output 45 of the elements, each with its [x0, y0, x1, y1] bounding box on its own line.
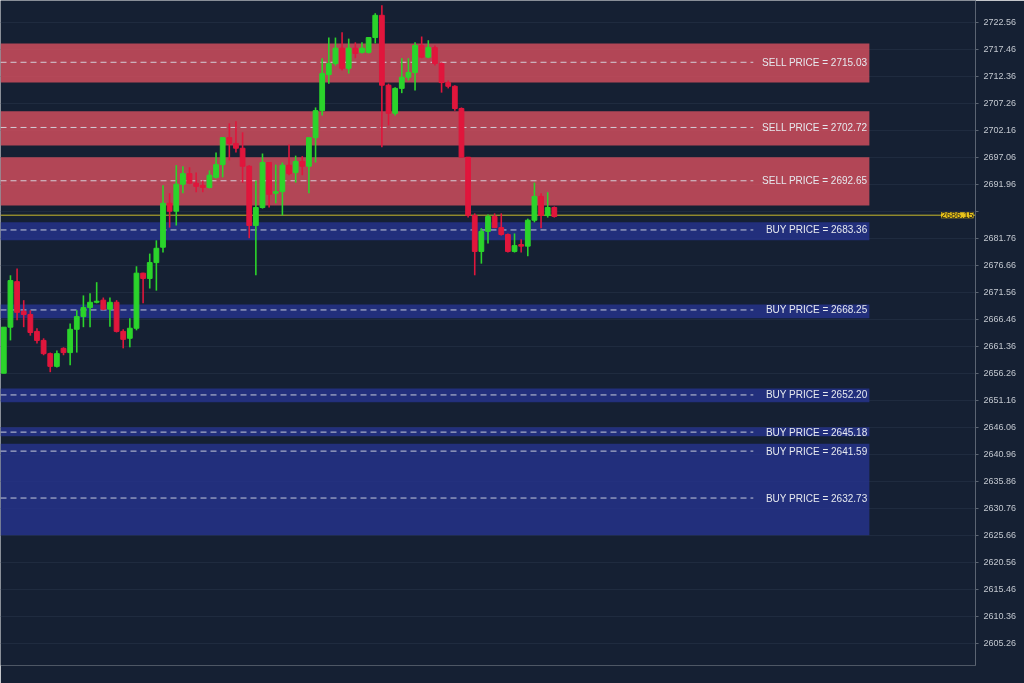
ref-line-label: BUY PRICE = 2641.59 — [765, 445, 868, 457]
y-tick-label: 2697.06 — [983, 152, 1017, 163]
y-tick-label: 2666.46 — [983, 314, 1017, 325]
y-tick-label: 2722.56 — [983, 17, 1017, 28]
candlestick — [518, 238, 525, 254]
candlestick — [299, 155, 306, 177]
candlestick — [345, 37, 352, 75]
y-tick-label: 2671.56 — [983, 287, 1017, 298]
y-tick-label: 2676.66 — [983, 260, 1017, 271]
y-tick-label: 2707.26 — [983, 98, 1017, 109]
candlestick — [544, 191, 551, 219]
y-tick-label: 2615.46 — [983, 584, 1017, 595]
y-tick-label: 2661.36 — [983, 341, 1017, 352]
y-tick-label: 2640.96 — [983, 449, 1017, 460]
y-tick-label: 2630.76 — [983, 503, 1017, 514]
candlestick — [166, 192, 173, 229]
candlestick — [538, 192, 544, 229]
candlestick — [286, 143, 292, 177]
y-tick-label: 2625.66 — [983, 530, 1017, 541]
y-tick-label: 2651.16 — [983, 395, 1017, 406]
ref-line-label: BUY PRICE = 2645.18 — [765, 426, 868, 438]
candlestick — [511, 232, 518, 254]
candlestick — [140, 271, 146, 305]
ref-line-label: 2686.15 — [940, 210, 974, 221]
ref-line-label: SELL PRICE = 2715.03 — [762, 56, 868, 68]
y-tick-label: 2712.36 — [983, 71, 1017, 82]
y-tick-label: 2620.56 — [983, 557, 1017, 568]
y-tick-label: 2702.16 — [983, 125, 1017, 136]
y-tick-label: 2656.26 — [983, 368, 1017, 379]
ref-line-label: SELL PRICE = 2702.72 — [762, 121, 868, 133]
ref-line-label: BUY PRICE = 2683.36 — [765, 224, 868, 236]
y-tick-label: 2691.96 — [983, 179, 1017, 190]
candlestick — [339, 31, 345, 72]
y-tick-label: 2717.46 — [983, 44, 1017, 55]
ref-line-label: BUY PRICE = 2652.20 — [765, 389, 868, 401]
candlestick — [292, 154, 299, 184]
candlestick — [107, 296, 113, 328]
y-tick-label: 2610.36 — [983, 611, 1017, 622]
ref-line-label: BUY PRICE = 2632.73 — [765, 492, 868, 504]
y-tick-label: 2681.76 — [983, 233, 1017, 244]
ref-line-label: BUY PRICE = 2668.25 — [765, 304, 868, 316]
y-tick-label: 2605.26 — [983, 638, 1017, 649]
y-tick-label: 2646.06 — [983, 422, 1017, 433]
y-tick-label: 2635.86 — [983, 476, 1017, 487]
ref-line-label: SELL PRICE = 2692.65 — [762, 175, 868, 187]
